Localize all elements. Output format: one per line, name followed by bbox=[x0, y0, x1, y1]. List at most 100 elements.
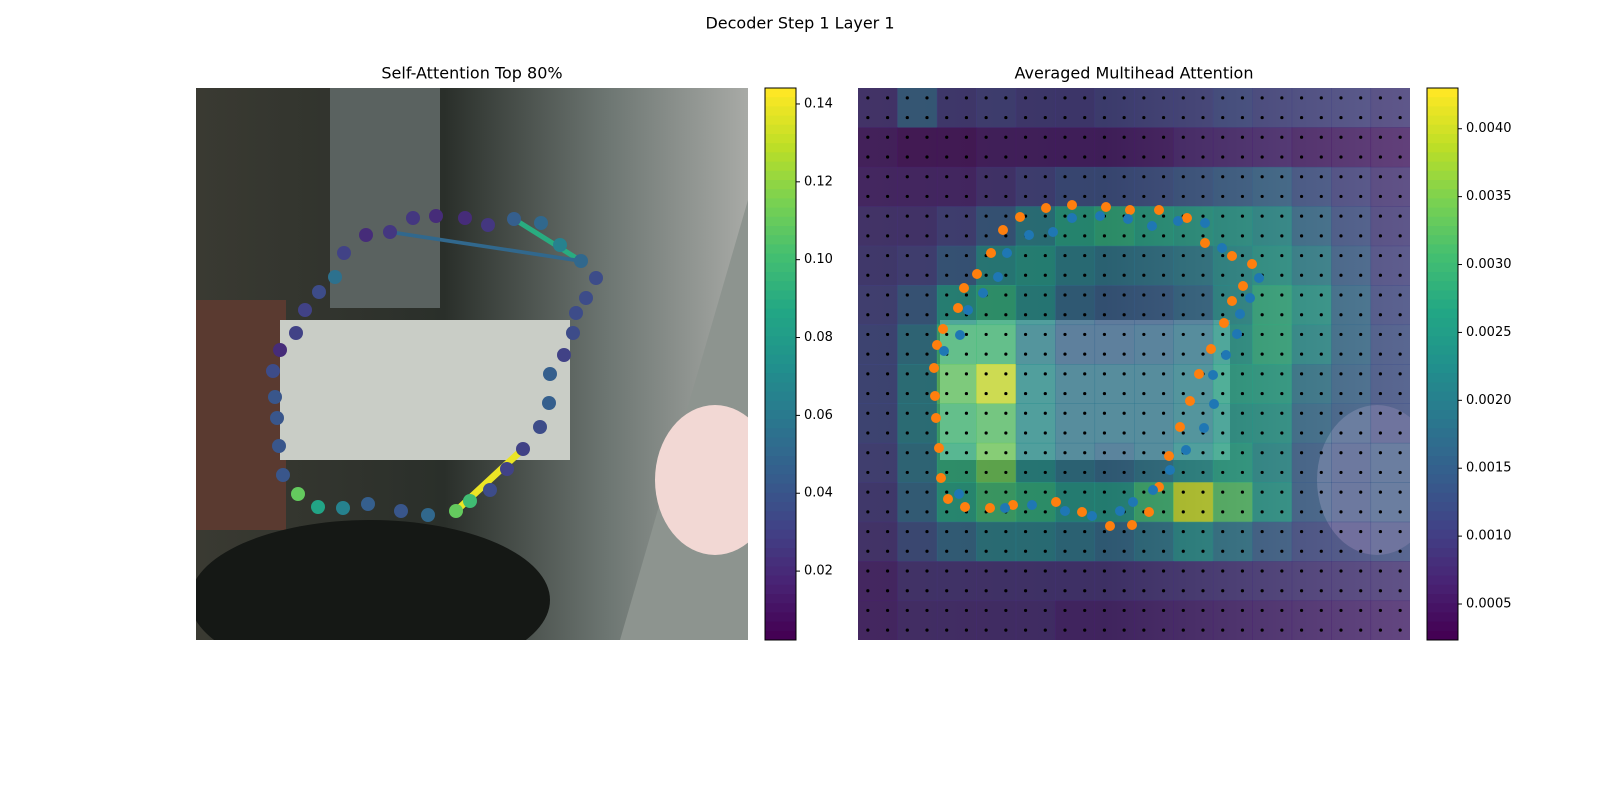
grid-dot bbox=[925, 155, 929, 159]
grid-dot bbox=[925, 175, 929, 179]
grid-dot bbox=[1023, 352, 1028, 356]
heatmap-cell bbox=[858, 600, 898, 640]
colorbar-segment bbox=[1427, 437, 1458, 448]
heatmap-cell bbox=[858, 521, 898, 562]
heatmap-cell bbox=[858, 403, 898, 444]
grid-dot bbox=[1201, 391, 1205, 396]
heatmap-cell bbox=[1173, 324, 1214, 365]
colorbar-segment bbox=[1427, 373, 1458, 383]
grid-dot bbox=[1181, 194, 1185, 199]
grid-dot bbox=[1280, 293, 1284, 297]
heatmap-cell bbox=[1055, 245, 1096, 286]
colorbar-segment bbox=[765, 124, 796, 135]
colorbar-frame bbox=[764, 87, 797, 641]
grid-dot bbox=[1142, 352, 1146, 356]
grid-dot bbox=[1299, 391, 1304, 396]
grid-dot bbox=[1299, 628, 1304, 632]
grid-dot bbox=[1398, 431, 1402, 435]
heatmap-cell bbox=[1094, 482, 1135, 523]
point bbox=[500, 462, 514, 476]
grid-dot bbox=[885, 175, 890, 179]
grid-dot bbox=[1280, 135, 1284, 139]
grid-dot bbox=[925, 431, 929, 435]
point bbox=[1115, 506, 1125, 516]
grid-dot bbox=[1023, 253, 1028, 258]
grid-dot bbox=[1319, 589, 1323, 593]
grid-dot bbox=[1240, 135, 1245, 139]
heatmap-cell bbox=[1370, 442, 1410, 483]
grid-dot bbox=[1221, 470, 1225, 475]
grid-dot bbox=[1240, 411, 1245, 415]
heatmap-cell bbox=[976, 206, 1017, 247]
grid-dot bbox=[1161, 234, 1166, 238]
grid-dot bbox=[1378, 529, 1383, 534]
colorbar-segment bbox=[1427, 474, 1458, 485]
grid-dot bbox=[1398, 332, 1402, 337]
grid-dot bbox=[905, 115, 909, 120]
grid-dot bbox=[1299, 431, 1304, 435]
heatmap-cell bbox=[1291, 88, 1332, 128]
grid-dot bbox=[905, 470, 909, 475]
grid-dot bbox=[1221, 115, 1225, 120]
colorbar-tick-label: 0.10 bbox=[804, 252, 833, 267]
grid-dot bbox=[1221, 569, 1225, 573]
grid-dot bbox=[1339, 411, 1343, 415]
grid-dot bbox=[1142, 96, 1146, 100]
grid-dot bbox=[1319, 194, 1323, 199]
grid-dot bbox=[1339, 194, 1343, 199]
grid-dot bbox=[1063, 293, 1067, 297]
grid-dot bbox=[1299, 194, 1304, 199]
grid-dot bbox=[984, 135, 988, 139]
colorbar-segment bbox=[765, 198, 796, 209]
colorbar-segment bbox=[1427, 336, 1458, 347]
grid-dot bbox=[885, 569, 890, 573]
point bbox=[481, 218, 495, 232]
grid-dot bbox=[1378, 549, 1383, 553]
grid-dot bbox=[1319, 451, 1323, 455]
point bbox=[1125, 205, 1135, 215]
grid-dot bbox=[964, 391, 969, 396]
grid-dot bbox=[925, 608, 929, 613]
grid-dot bbox=[1161, 135, 1166, 139]
grid-dot bbox=[1359, 391, 1363, 396]
grid-dot bbox=[1359, 96, 1363, 100]
heatmap-cell bbox=[858, 88, 898, 128]
grid-dot bbox=[1063, 253, 1067, 258]
grid-dot bbox=[1063, 273, 1067, 277]
grid-dot bbox=[964, 352, 969, 356]
grid-dot bbox=[885, 332, 890, 337]
grid-dot bbox=[945, 431, 949, 435]
point bbox=[553, 238, 567, 252]
colorbar-segment bbox=[765, 281, 796, 291]
grid-dot bbox=[1299, 214, 1304, 218]
panel-title: Self-Attention Top 80% bbox=[381, 64, 562, 83]
grid-dot bbox=[1299, 470, 1304, 475]
grid-dot bbox=[1378, 569, 1383, 573]
heatmap-cell bbox=[936, 127, 977, 168]
grid-dot bbox=[1142, 293, 1146, 297]
heatmap-cell bbox=[1015, 88, 1056, 128]
grid-dot bbox=[1043, 569, 1047, 573]
grid-dot bbox=[1280, 529, 1284, 534]
grid-dot bbox=[1359, 510, 1363, 514]
heatmap-cell bbox=[1291, 561, 1332, 602]
heatmap-cell bbox=[1173, 364, 1214, 404]
grid-dot bbox=[885, 273, 890, 277]
grid-dot bbox=[905, 234, 909, 238]
grid-dot bbox=[964, 293, 969, 297]
grid-dot bbox=[1319, 549, 1323, 553]
grid-dot bbox=[1142, 490, 1146, 494]
colorbar-segment bbox=[765, 308, 796, 319]
grid-dot bbox=[1122, 313, 1126, 317]
grid-dot bbox=[1319, 470, 1323, 475]
grid-dot bbox=[1004, 569, 1008, 573]
heatmap-cell bbox=[1134, 403, 1174, 444]
grid-dot bbox=[1043, 214, 1047, 218]
point bbox=[569, 306, 583, 320]
colorbar-segment bbox=[765, 180, 796, 190]
heatmap-cell bbox=[1370, 245, 1410, 286]
grid-dot bbox=[1260, 372, 1264, 376]
colorbar-segment bbox=[1427, 143, 1458, 153]
grid-dot bbox=[1122, 135, 1126, 139]
grid-dot bbox=[1083, 628, 1087, 632]
